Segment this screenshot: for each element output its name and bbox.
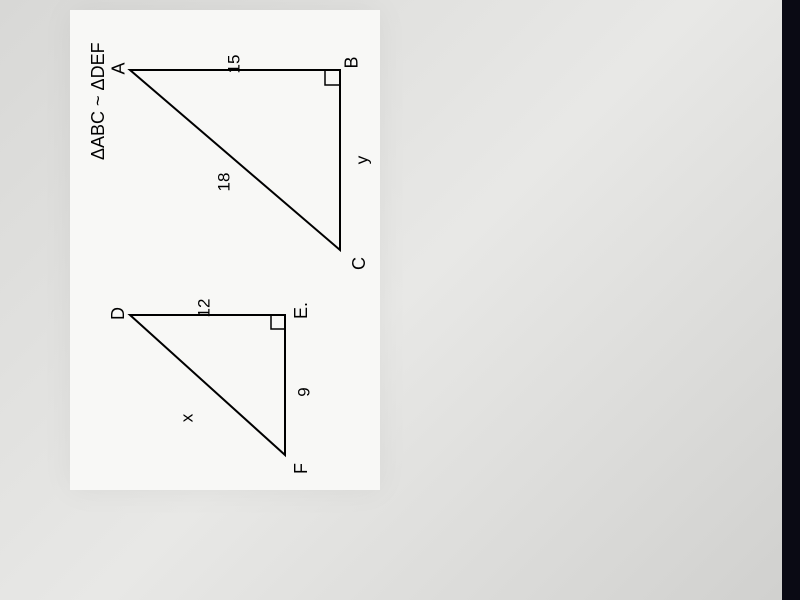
vertex-e: E. bbox=[291, 302, 312, 319]
triangle-def bbox=[115, 300, 305, 470]
vertex-f: F bbox=[291, 463, 312, 474]
vertex-a: A bbox=[109, 62, 130, 74]
vertex-d: D bbox=[108, 307, 129, 320]
window-edge bbox=[782, 0, 800, 600]
diagram-panel: ΔABC ~ ΔDEF A B C 15 y 18 D E. F 12 9 x bbox=[70, 10, 380, 490]
side-bc: y bbox=[352, 156, 372, 165]
side-df: x bbox=[177, 414, 197, 423]
triangle-abc bbox=[115, 55, 355, 265]
vertex-c: C bbox=[349, 257, 370, 270]
side-ac: 18 bbox=[214, 173, 234, 192]
side-ab: 15 bbox=[224, 55, 244, 74]
side-ef: 9 bbox=[295, 387, 315, 396]
side-de: 12 bbox=[194, 299, 214, 318]
similarity-statement: ΔABC ~ ΔDEF bbox=[88, 42, 109, 160]
vertex-b: B bbox=[342, 56, 363, 68]
